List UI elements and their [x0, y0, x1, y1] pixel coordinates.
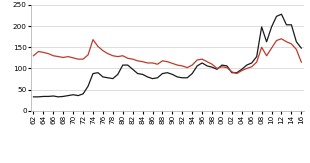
Deflated Price Index — [280, 38, 283, 40]
Deflated Price Index — [96, 45, 100, 47]
Deflated Price Index — [235, 73, 239, 74]
Deflated Price Index — [275, 39, 278, 41]
Deflated Price Index — [32, 55, 35, 57]
Nominal Price Index — [299, 47, 303, 49]
Nominal Price Index — [270, 26, 273, 28]
Nominal Price Index — [81, 93, 85, 95]
Nominal Price Index — [280, 13, 283, 15]
Line: Deflated Price Index: Deflated Price Index — [33, 39, 301, 74]
Nominal Price Index — [131, 68, 135, 70]
Nominal Price Index — [32, 96, 35, 98]
Deflated Price Index — [61, 56, 65, 58]
Nominal Price Index — [96, 72, 100, 74]
Line: Nominal Price Index: Nominal Price Index — [33, 14, 301, 97]
Deflated Price Index — [294, 48, 298, 50]
Nominal Price Index — [61, 96, 65, 97]
Deflated Price Index — [299, 61, 303, 63]
Deflated Price Index — [131, 58, 135, 60]
Nominal Price Index — [294, 41, 298, 43]
Deflated Price Index — [81, 58, 85, 60]
